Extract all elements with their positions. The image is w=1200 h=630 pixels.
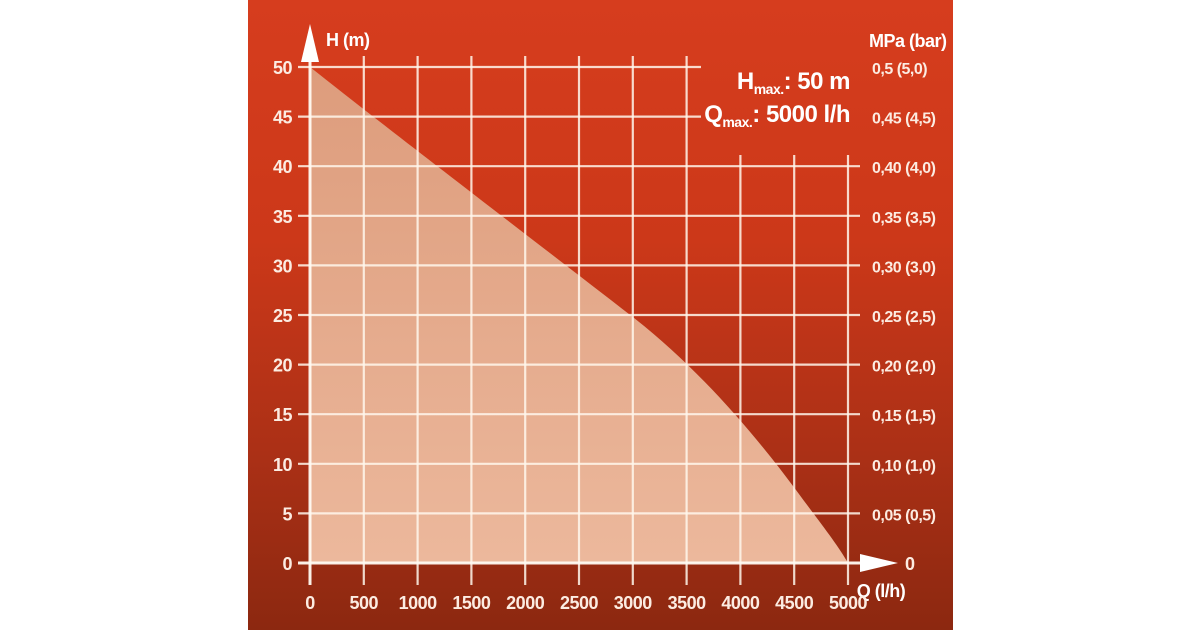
qmax-value: : 5000 l/h (752, 101, 850, 128)
mpa-tick-0: 0 (905, 554, 915, 574)
h-tick-5: 5 (282, 504, 292, 524)
mpa-tick-045: 0,45 (4,5) (872, 111, 936, 128)
pump-performance-chart: H (m) MPa (bar) Q (l/h) 50 45 40 35 30 2… (273, 24, 948, 613)
mpa-tick-040: 0,40 (4,0) (872, 160, 936, 177)
mpa-tick-020: 0,20 (2,0) (872, 359, 936, 376)
q-tick-4500: 4500 (775, 593, 814, 613)
q-tick-500: 500 (350, 593, 379, 613)
chart-red-panel: H (m) MPa (bar) Q (l/h) 50 45 40 35 30 2… (248, 0, 953, 630)
qmax-symbol: Q (704, 101, 722, 128)
x-axis-arrow-right-icon (860, 554, 898, 572)
mpa-tick-010: 0,10 (1,0) (872, 458, 936, 475)
q-tick-0: 0 (305, 593, 315, 613)
mpa-tick-005: 0,05 (0,5) (872, 507, 936, 524)
q-tick-2000: 2000 (506, 593, 545, 613)
hmax-symbol: H (737, 68, 754, 95)
vertical-gridlines-tall (362, 56, 688, 585)
h-tick-25: 25 (273, 306, 293, 326)
q-tick-1000: 1000 (399, 593, 438, 613)
right-axis-title: MPa (bar) (869, 31, 947, 51)
vertical-gridlines-short (739, 155, 850, 585)
h-tick-50: 50 (273, 58, 293, 78)
qmax-annotation: Qmax.: 5000 l/h (704, 101, 850, 130)
h-tick-30: 30 (273, 256, 293, 276)
y-axis-arrow-up-icon (301, 24, 319, 62)
h-tick-15: 15 (273, 405, 293, 425)
h-tick-0: 0 (282, 554, 292, 574)
hmax-value: : 50 m (784, 68, 850, 95)
h-tick-20: 20 (273, 356, 293, 376)
q-tick-4000: 4000 (721, 593, 760, 613)
mpa-tick-035: 0,35 (3,5) (872, 210, 936, 227)
hmax-annotation: Hmax.: 50 m (737, 68, 850, 97)
q-tick-1500: 1500 (452, 593, 491, 613)
q-tick-5000: 5000 (829, 593, 868, 613)
h-tick-40: 40 (273, 157, 293, 177)
mpa-tick-015: 0,15 (1,5) (872, 408, 936, 425)
h-tick-45: 45 (273, 108, 293, 128)
q-tick-3500: 3500 (668, 593, 707, 613)
hmax-subscript: max. (754, 81, 784, 97)
q-tick-3000: 3000 (614, 593, 653, 613)
x-axis-title: Q (l/h) (857, 581, 906, 601)
mpa-tick-025: 0,25 (2,5) (872, 309, 936, 326)
mpa-tick-030: 0,30 (3,0) (872, 259, 936, 276)
q-tick-2500: 2500 (560, 593, 599, 613)
y-axis-title: H (m) (326, 30, 370, 50)
h-tick-35: 35 (273, 207, 293, 227)
mpa-tick-05: 0,5 (5,0) (872, 61, 927, 78)
qmax-subscript: max. (722, 114, 752, 130)
h-tick-10: 10 (273, 455, 293, 475)
